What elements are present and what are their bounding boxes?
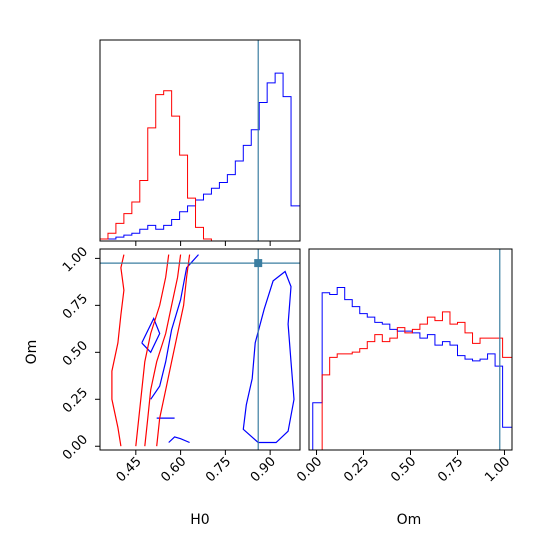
contour-y-tick-label: 1.00 (60, 244, 91, 275)
red-contour-1 (135, 254, 170, 447)
om-hist-x-tick-label: 0.00 (294, 454, 325, 485)
red-contour-3 (156, 254, 191, 447)
om-hist-x-tick-label: 1.00 (482, 454, 513, 485)
om-hist-x-tick-label: 0.25 (341, 454, 372, 485)
contour-y-tick-label: 0.25 (60, 385, 91, 416)
contour-x-tick-label: 0.45 (114, 454, 145, 485)
om-histogram-panel: 0.00 0.25 0.50 0.75 1.00 (294, 248, 513, 485)
blue-contour-4 (242, 270, 295, 444)
h0-hist-red-series (99, 90, 300, 242)
contour-y-tick-label: 0.75 (60, 291, 91, 322)
contour-lines (111, 254, 295, 447)
x-axis-label-h0: H0 (190, 512, 209, 528)
h0-om-contour-panel: 0.45 0.60 0.75 0.90 0.00 0.25 0.50 0.75 1.00 (60, 244, 301, 485)
y-axis-label-om: Om (24, 340, 40, 365)
h0-hist-blue-series (99, 72, 301, 241)
contour-y-tick-label: 0.00 (60, 432, 91, 463)
contour-frame (99, 248, 301, 451)
contour-y-tick-label: 0.50 (60, 338, 91, 369)
h0-hist-frame (99, 39, 301, 242)
truth-marker (254, 259, 263, 268)
om-hist-frame (308, 248, 513, 451)
h0-histogram-panel (99, 39, 301, 246)
blue-contour-0 (168, 436, 190, 444)
contour-x-tick-label: 0.60 (158, 454, 189, 485)
contour-x-tick-label: 0.90 (248, 454, 279, 485)
om-hist-red-series (312, 311, 513, 451)
x-axis-label-om: Om (397, 512, 422, 528)
om-hist-x-tick-label: 0.50 (388, 454, 419, 485)
om-hist-blue-series (312, 286, 513, 450)
red-contour-0 (111, 254, 125, 447)
om-hist-x-tick-label: 0.75 (435, 454, 466, 485)
contour-x-tick-label: 0.75 (203, 454, 234, 485)
blue-contour-2 (150, 254, 199, 400)
red-contour-2 (144, 254, 182, 447)
